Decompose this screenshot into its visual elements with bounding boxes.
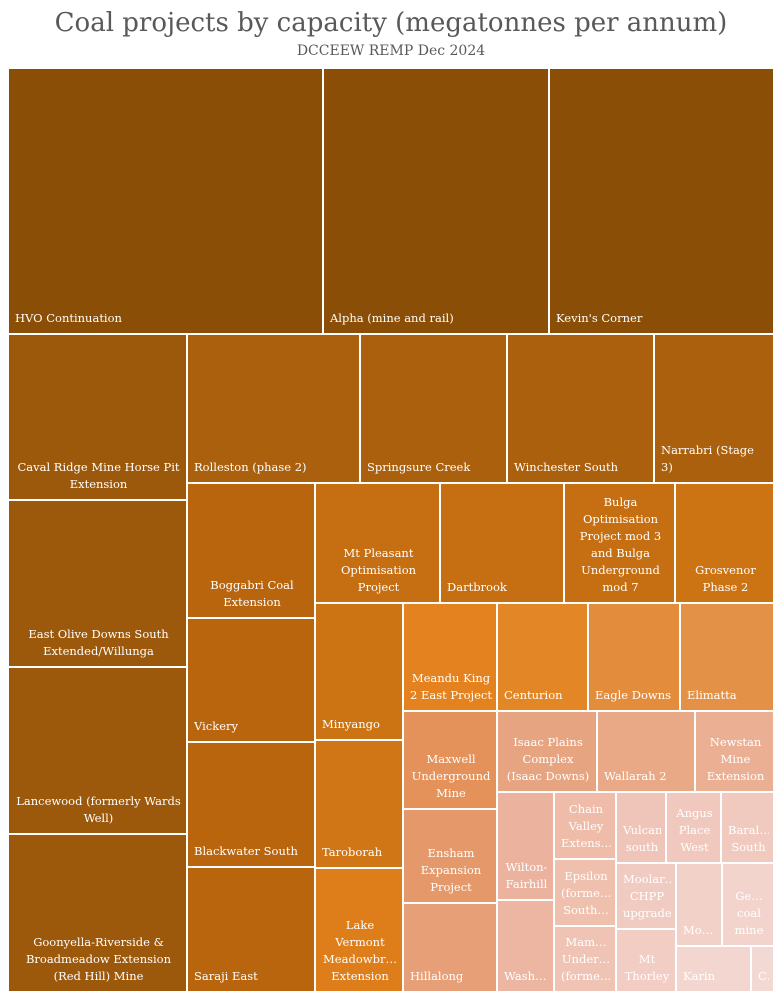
tile-label: Wash… <box>504 969 547 983</box>
tile-label: Chain Valley Extens… <box>561 802 611 850</box>
treemap-tile[interactable]: Meandu King 2 East Project <box>403 603 497 711</box>
tile-label: Ge… coal mine <box>734 889 764 937</box>
tile-label: Eagle Downs <box>595 688 672 702</box>
chart-title: Coal projects by capacity (megatonnes pe… <box>54 8 728 38</box>
treemap-tile[interactable]: Lancewood (formerly Wards Well) <box>8 667 187 834</box>
treemap-tile[interactable]: Alpha (mine and rail) <box>323 68 549 334</box>
treemap-tile[interactable]: Goonyella-Riverside & Broadmeadow Extens… <box>8 834 187 992</box>
treemap-tile[interactable]: Grosvenor Phase 2 <box>675 483 774 603</box>
tile-label: Mo… <box>683 923 714 937</box>
tile-label: C… <box>758 969 769 983</box>
treemap-tile[interactable]: Mt Thorley <box>616 929 676 992</box>
tile-label: Vickery <box>194 719 238 733</box>
treemap-tile[interactable]: Isaac Plains Complex (Isaac Downs) <box>497 711 597 792</box>
tile-label: Vulcan south <box>623 823 661 854</box>
tile-label: Kevin's Corner <box>556 311 643 325</box>
treemap-tile[interactable]: Centurion <box>497 603 588 711</box>
tile-label: East Olive Downs South Extended/Willunga <box>28 627 169 658</box>
treemap-tile[interactable]: HVO Continuation <box>8 68 323 334</box>
treemap-tile[interactable]: Chain Valley Extens… <box>554 792 616 859</box>
treemap-tile[interactable]: East Olive Downs South Extended/Willunga <box>8 500 187 667</box>
treemap-tile[interactable]: Moolar… CHPP upgrade <box>616 863 676 929</box>
tile-label: Saraji East <box>194 969 258 983</box>
tile-label: Mt Thorley <box>624 952 670 983</box>
treemap-tile[interactable]: Lake Vermont Meadowbr… Extension <box>315 868 403 992</box>
treemap-tile[interactable]: Ensham Expansion Project <box>403 809 497 903</box>
treemap-tile[interactable]: Wallarah 2 <box>597 711 695 792</box>
tile-label: Lake Vermont Meadowbr… Extension <box>323 918 397 983</box>
tile-label: Blackwater South <box>194 844 298 858</box>
tile-label: Winchester South <box>514 460 619 474</box>
treemap-tile[interactable]: Caval Ridge Mine Horse Pit Extension <box>8 334 187 500</box>
treemap-tile[interactable]: Winchester South <box>507 334 654 483</box>
tile-label: Taroborah <box>322 845 383 859</box>
tile-label: Newstan Mine Extension <box>706 735 765 783</box>
treemap-tile[interactable]: Mo… <box>676 863 722 946</box>
treemap-tile[interactable]: Rolleston (phase 2) <box>187 334 360 483</box>
tile-label: Goonyella-Riverside & Broadmeadow Extens… <box>25 935 172 983</box>
treemap-tile[interactable]: Epsilon (forme… South… <box>554 859 616 926</box>
treemap-tile[interactable]: Vickery <box>187 618 315 742</box>
treemap-tile[interactable]: Karin <box>676 946 751 992</box>
tile-label: Alpha (mine and rail) <box>330 311 454 325</box>
tile-label: Isaac Plains Complex (Isaac Downs) <box>506 735 590 783</box>
tile-label: Mam… Under… (forme… <box>561 935 611 983</box>
treemap-tile[interactable]: Saraji East <box>187 867 315 992</box>
tile-label: Karin <box>683 969 716 983</box>
tile-label: Meandu King 2 East Project <box>410 671 492 702</box>
treemap-tile[interactable]: Wash… <box>497 900 554 992</box>
tile-label: Ensham Expansion Project <box>420 846 482 894</box>
tile-label: Narrabri (Stage 3) <box>661 443 754 474</box>
tile-label: Boggabri Coal Extension <box>210 578 294 609</box>
chart-subtitle: DCCEEW REMP Dec 2024 <box>296 43 486 59</box>
tile-label: Epsilon (forme… South… <box>561 869 611 917</box>
treemap-tile[interactable]: Blackwater South <box>187 742 315 867</box>
tile-label: Wilton-Fairhill <box>505 860 548 891</box>
tile-label: HVO Continuation <box>15 311 122 325</box>
tile-label: Rolleston (phase 2) <box>194 460 307 474</box>
tile-label: Angus Place West <box>676 806 713 854</box>
treemap-tile[interactable]: Mam… Under… (forme… <box>554 926 616 992</box>
treemap-tile[interactable]: Hillalong <box>403 903 497 992</box>
treemap-tile[interactable]: Wilton-Fairhill <box>497 792 554 900</box>
tile-label: Hillalong <box>410 969 464 983</box>
treemap-tile[interactable]: Boggabri Coal Extension <box>187 483 315 618</box>
treemap: HVO Continuation Alpha (mine and rail) Kev… <box>8 68 774 992</box>
treemap-tile[interactable]: Baral… South <box>721 792 774 863</box>
tile-label: Caval Ridge Mine Horse Pit Extension <box>17 460 180 491</box>
treemap-tile[interactable]: Maxwell Underground Mine <box>403 711 497 809</box>
tile-label: Baral… South <box>728 823 769 854</box>
treemap-tile[interactable]: Bulga Optimisation Project mod 3 and Bul… <box>564 483 675 603</box>
treemap-tile[interactable]: Taroborah <box>315 740 403 868</box>
treemap-tile[interactable]: Kevin's Corner <box>549 68 774 334</box>
treemap-tile[interactable]: Angus Place West <box>666 792 721 863</box>
treemap-tile[interactable]: Dartbrook <box>440 483 564 603</box>
treemap-tile[interactable]: Narrabri (Stage 3) <box>654 334 774 483</box>
tile-label: Elimatta <box>687 688 737 702</box>
treemap-tile[interactable]: Springsure Creek <box>360 334 507 483</box>
tile-label: Lancewood (formerly Wards Well) <box>16 794 181 825</box>
tile-label: Moolar… CHPP upgrade <box>623 872 671 920</box>
tile-label: Springsure Creek <box>367 460 471 474</box>
tile-label: Grosvenor Phase 2 <box>695 563 756 594</box>
treemap-tile[interactable]: Mt Pleasant Optimisation Project <box>315 483 440 603</box>
treemap-tile[interactable]: C… <box>751 946 774 992</box>
treemap-tile[interactable]: Newstan Mine Extension <box>695 711 774 792</box>
tile-label: Wallarah 2 <box>604 769 667 783</box>
tile-label: Dartbrook <box>447 580 507 594</box>
tile-label: Bulga Optimisation Project mod 3 and Bul… <box>579 495 662 594</box>
tile-label: Centurion <box>504 688 563 702</box>
treemap-tile[interactable]: Vulcan south <box>616 792 666 863</box>
treemap-tile[interactable]: Ge… coal mine <box>722 863 774 946</box>
tile-label: Minyango <box>322 717 380 731</box>
treemap-tile[interactable]: Minyango <box>315 603 403 740</box>
treemap-tile[interactable]: Eagle Downs <box>588 603 680 711</box>
tile-label: Maxwell Underground Mine <box>411 752 491 800</box>
treemap-tile[interactable]: Elimatta <box>680 603 774 711</box>
tile-label: Mt Pleasant Optimisation Project <box>340 546 417 594</box>
